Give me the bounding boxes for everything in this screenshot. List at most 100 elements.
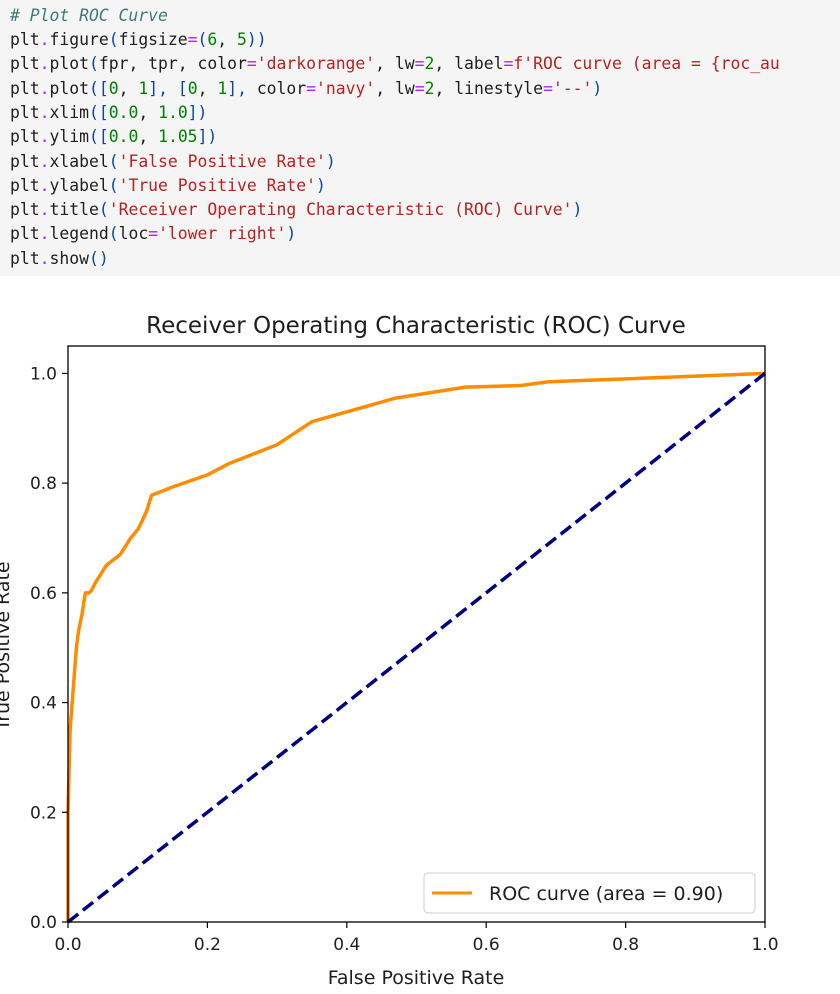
code-token: plt <box>10 30 40 49</box>
code-line: plt.show() <box>10 247 109 271</box>
y-tick-label: 0.8 <box>30 474 57 494</box>
code-token: ]) <box>197 127 218 147</box>
code-token: plt <box>10 102 40 122</box>
axis-ticks: 0.0 0.2 0.4 0.6 0.8 1.0 0.0 0.2 0.4 0.6 0.8 1.0 <box>30 364 779 955</box>
code-token: , <box>118 78 139 98</box>
code-token: legend <box>49 224 109 244</box>
code-token: = <box>246 54 257 74</box>
x-tick-label: 0.8 <box>612 935 639 955</box>
code-line: plt.xlabel('False Positive Rate') <box>10 150 336 174</box>
code-line: plt.legend(loc='lower right') <box>10 222 296 246</box>
code-token: ([ <box>88 127 109 147</box>
axes-frame <box>67 345 766 923</box>
code-token: plt <box>10 127 40 147</box>
x-tick-label: 0.0 <box>54 935 81 955</box>
code-token: xlim <box>49 102 89 122</box>
code-token: . <box>39 78 50 98</box>
code-token: plot <box>49 78 89 98</box>
y-tick-label: 1.0 <box>30 364 57 384</box>
code-token: ( <box>98 200 109 220</box>
code-token: ( <box>197 30 208 49</box>
code-token: show <box>49 248 89 268</box>
code-line: plt.ylim([0.0, 1.05]) <box>10 125 217 149</box>
code-cell[interactable]: # Plot ROC Curve plt.figure(figsize=(6, … <box>0 0 840 276</box>
code-token: 0 <box>108 78 119 98</box>
plot-area <box>66 371 767 924</box>
y-tick-label: 0.2 <box>30 803 57 823</box>
code-token: , label <box>434 54 504 74</box>
code-token: . <box>39 200 50 220</box>
code-token: . <box>39 175 50 195</box>
code-token: plt <box>10 200 40 220</box>
code-token: = <box>414 78 425 98</box>
y-tick-label: 0.6 <box>30 584 57 604</box>
code-token: 0 <box>187 78 198 98</box>
x-tick-label: 0.2 <box>194 935 221 955</box>
code-token: color <box>256 78 307 98</box>
x-tick-label: 1.0 <box>751 935 778 955</box>
code-token: 5 <box>237 30 247 49</box>
code-token: 'Receiver Operating Characteristic (ROC)… <box>108 200 573 220</box>
code-token: fpr, tpr, color <box>98 54 247 74</box>
code-token: , <box>217 30 238 49</box>
code-token: , <box>138 102 159 122</box>
code-token: 1 <box>138 78 149 98</box>
y-tick-label: 0.4 <box>30 694 57 714</box>
code-line: plt.xlim([0.0, 1.0]) <box>10 101 207 125</box>
code-token: plt <box>10 151 40 171</box>
code-token: figure <box>49 30 109 49</box>
x-tick-label: 0.4 <box>333 935 360 955</box>
code-token: = <box>414 54 425 74</box>
code-token: xlabel <box>49 151 109 171</box>
code-token: , lw <box>375 78 415 98</box>
code-line: plt.ylabel('True Positive Rate') <box>10 174 326 198</box>
legend-label: ROC curve (area = 0.90) <box>489 883 723 905</box>
code-token: ]) <box>187 102 208 122</box>
chance-line-series <box>66 372 767 924</box>
code-token: plt <box>10 78 40 98</box>
code-token: ) <box>572 200 583 220</box>
code-token: . <box>39 54 50 74</box>
code-token: 'navy' <box>316 78 376 98</box>
code-comment: # Plot ROC Curve <box>10 6 168 25</box>
code-token: 0.0 <box>108 127 139 147</box>
code-token: () <box>88 248 109 268</box>
code-token: 'lower right' <box>158 224 287 244</box>
code-token: ylabel <box>49 175 109 195</box>
code-token: 1.0 <box>158 102 188 122</box>
chart-title: Receiver Operating Characteristic (ROC) … <box>146 313 686 339</box>
y-axis-label: True Positive Rate <box>0 561 14 731</box>
code-token: ( <box>88 54 99 74</box>
code-token: 0.0 <box>108 102 139 122</box>
chart-legend: ROC curve (area = 0.90) <box>423 872 756 914</box>
code-token: ], [ <box>148 78 188 98</box>
code-token: . <box>39 248 50 268</box>
code-token: plt <box>10 54 40 74</box>
code-token: . <box>39 224 50 244</box>
code-token: , <box>138 127 159 147</box>
code-token: ) <box>286 224 297 244</box>
roc-curve-series <box>66 371 766 922</box>
code-token: = <box>306 78 317 98</box>
code-token: ( <box>108 151 119 171</box>
code-token: ) <box>592 78 603 98</box>
y-tick-label: 0.0 <box>30 913 57 933</box>
code-token: plt <box>10 248 40 268</box>
code-token: . <box>39 102 50 122</box>
x-tick-label: 0.6 <box>473 935 500 955</box>
code-token: . <box>39 127 50 147</box>
code-token: = <box>503 54 514 74</box>
cell-output: Receiver Operating Characteristic (ROC) … <box>0 276 840 994</box>
code-token: 2 <box>424 54 435 74</box>
code-token: = <box>187 30 198 49</box>
code-token: ( <box>108 175 119 195</box>
code-token: 2 <box>424 78 435 98</box>
code-token: plt <box>10 224 40 244</box>
x-axis-label: False Positive Rate <box>328 967 505 989</box>
code-token: figsize <box>118 30 188 49</box>
code-token: 'False Positive Rate' <box>118 151 326 171</box>
legend-box <box>423 872 756 914</box>
code-token: plt <box>10 175 40 195</box>
code-token: , linestyle <box>434 78 544 98</box>
code-token: 'darkorange' <box>256 54 376 74</box>
